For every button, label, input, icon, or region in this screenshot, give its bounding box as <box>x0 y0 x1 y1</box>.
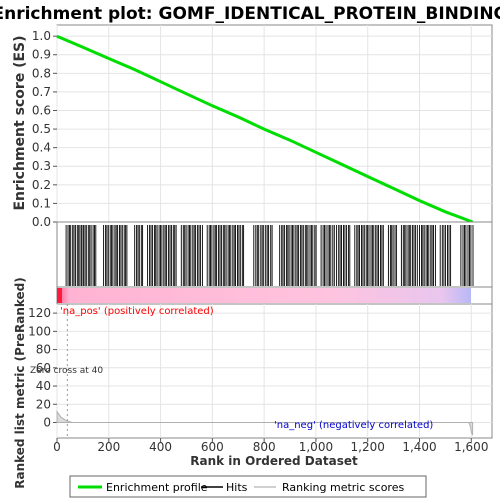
rank-series-layer <box>56 410 474 436</box>
es-y-axis-ticks: 0.0 0.1 0.2 0.3 0.4 0.5 0.6 0.7 0.8 0.9 1.0 <box>32 29 57 229</box>
es-y-tick-label: 0.1 <box>32 196 51 210</box>
legend-label-enrichment-profile: Enrichment profile <box>106 481 208 494</box>
es-y-tick-label: 0.8 <box>32 66 51 80</box>
es-y-tick-label: 1.0 <box>32 29 51 43</box>
x-axis-ticks: 0 200 400 600 800 1,000 1,200 1,400 1,600 <box>53 438 488 454</box>
es-y-tick-label: 0.5 <box>32 122 51 136</box>
x-axis-label: Rank in Ordered Dataset <box>190 454 358 468</box>
es-y-tick-label: 0.3 <box>32 159 51 173</box>
x-tick-label: 0 <box>53 440 61 454</box>
es-y-tick-label: 0.4 <box>32 141 51 155</box>
rank-y-axis-label: Ranked list metric (PreRanked) <box>13 277 27 489</box>
positive-correlation-label: 'na_pos' (positively correlated) <box>60 306 214 317</box>
es-y-tick-label: 0.0 <box>32 215 51 229</box>
x-tick-label: 1,400 <box>402 440 436 454</box>
x-tick-label: 1,600 <box>454 440 488 454</box>
negative-correlation-label: 'na_neg' (negatively correlated) <box>274 420 433 431</box>
x-tick-label: 1,200 <box>351 440 385 454</box>
legend-item-enrichment-profile: Enrichment profile <box>78 481 208 494</box>
rank-y-axis-ticks: 0 20 40 60 80 100 120 <box>28 306 57 430</box>
legend-item-hits: Hits <box>201 481 248 494</box>
legend-item-ranking-metric-scores: Ranking metric scores <box>254 481 404 494</box>
rank-y-tick-label: 40 <box>36 379 51 393</box>
chart-title: Enrichment plot: GOMF_IDENTICAL_PROTEIN_… <box>0 4 500 24</box>
rank-series-ranking-metric-scores <box>56 410 474 436</box>
legend-box <box>69 475 427 498</box>
es-series-enrichment-profile <box>56 34 474 224</box>
rank-y-tick-label: 80 <box>36 343 51 357</box>
hits-layer <box>65 225 474 286</box>
x-tick-label: 400 <box>149 440 172 454</box>
rank-y-tick-label: 120 <box>28 306 51 320</box>
zero-cross-label: Zero cross at 40 <box>30 366 103 376</box>
es-y-tick-label: 0.6 <box>32 103 51 117</box>
x-tick-label: 1,000 <box>299 440 333 454</box>
es-y-tick-label: 0.2 <box>32 178 51 192</box>
legend-label-hits: Hits <box>226 481 248 494</box>
rank-y-tick-label: 100 <box>28 324 51 338</box>
x-tick-label: 200 <box>97 440 120 454</box>
es-y-tick-label: 0.7 <box>32 85 51 99</box>
es-y-axis-label: Enrichment score (ES) <box>12 35 28 210</box>
rank-y-tick-label: 20 <box>36 397 51 411</box>
rank-panel-frame <box>56 303 493 439</box>
x-tick-label: 800 <box>253 440 276 454</box>
x-tick-label: 600 <box>201 440 224 454</box>
es-series-line-layer <box>56 34 474 224</box>
legend-label-ranking-metric-scores: Ranking metric scores <box>282 481 404 494</box>
rank-y-tick-label: 60 <box>36 361 51 375</box>
es-y-tick-label: 0.9 <box>32 48 51 62</box>
rank-y-tick-label: 0 <box>43 416 51 430</box>
rank-colorbar-top-segment <box>57 288 62 303</box>
rank-colorbar <box>57 288 471 303</box>
